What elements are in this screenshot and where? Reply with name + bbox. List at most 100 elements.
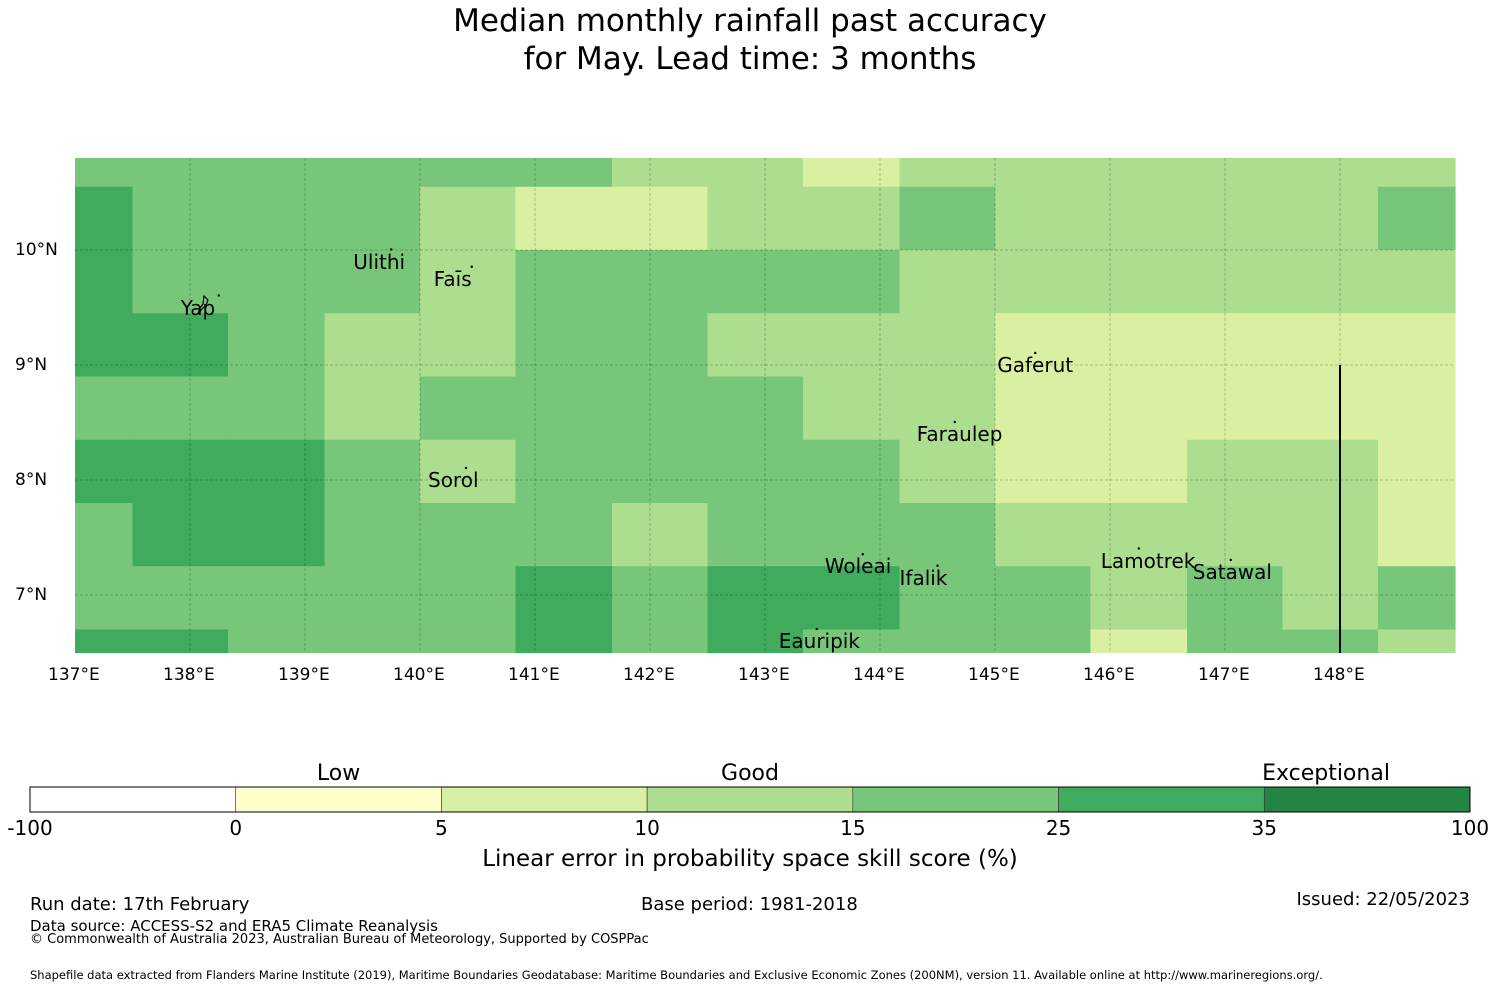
grid-cell [995,158,1092,188]
grid-cell [802,313,901,378]
island-dot [815,627,818,631]
chart-title: Median monthly rainfall past accuracy fo… [0,2,1500,78]
grid-cell [132,158,229,188]
title-line-1: Median monthly rainfall past accuracy [453,3,1047,39]
grid-cell [1377,439,1456,504]
colorbar-tick-label: 100 [1450,816,1490,840]
colorbar-tick-label: 10 [634,816,660,840]
grid-cell [324,158,421,188]
colorbar-segment [235,786,442,813]
base-period: Base period: 1981-2018 [641,894,858,915]
grid-cell [707,439,804,504]
grid-cell [1282,186,1379,251]
yap-island-outline [197,294,209,315]
colorbar-tick-label: 25 [1045,816,1072,840]
grid-cell [420,250,517,314]
colorbar-tick-label: 15 [840,816,866,840]
graticule [75,158,1455,653]
grid-cell [324,439,421,504]
x-tick-label: 147°E [1198,665,1250,685]
grid-cell [707,250,804,314]
grid-cell [1187,503,1284,567]
grid-cell [75,186,134,251]
grid-cell [1377,376,1456,441]
grid-cell [612,158,709,188]
x-tick-label: 146°E [1083,665,1135,685]
grid-cell [420,158,517,188]
grid-cell [612,376,709,441]
colorbar-tick-label: -100 [7,816,53,840]
colorbar-category-low: Low [316,761,361,786]
grid-cell [1090,186,1188,251]
grid-cell [75,503,134,567]
grid-cell [75,313,134,378]
colorbar-tick-label: 0 [229,816,243,840]
grid-cell [612,313,709,378]
grid-cell [612,629,709,654]
place-label-sorol: Sorol [428,468,479,492]
grid-cell [995,566,1092,631]
grid-cell [1282,313,1379,378]
grid-cell [1377,503,1456,567]
grid-cell [420,629,517,654]
island-markers [197,248,1232,631]
y-tick-label: 9°N [15,355,48,375]
grid-cell [132,566,229,631]
grid-cell [1187,313,1284,378]
grid-cell [515,313,613,378]
run-date: Run date: 17th February [30,894,250,915]
grid-cell [515,629,613,654]
grid-cell [75,439,134,504]
grid-cell [515,250,613,314]
grid-cell [899,503,996,567]
island-dot [217,294,220,297]
grid-cell [324,376,421,441]
grid-cell [612,566,709,631]
grid-cell [132,439,229,504]
grid-cell [707,566,804,631]
grid-cell [1090,439,1188,504]
grid-cell [515,439,613,504]
colorbar-tick-label: 5 [435,816,448,840]
grid-cell [1377,250,1456,314]
x-tick-label: 145°E [968,665,1020,685]
colorbar [29,786,1471,813]
place-label-satawal: Satawal [1192,560,1272,584]
island-dot [861,553,864,556]
grid-cell [802,158,901,188]
grid-cell [1187,629,1284,654]
grid-cell [1377,629,1456,654]
grid-cell [1090,629,1188,654]
x-tick-label: 148°E [1313,665,1365,685]
grid-cell [515,158,613,188]
grid-cell [324,566,421,631]
colorbar-segment [1263,786,1471,813]
grid-cell [515,503,613,567]
grid-cell [75,158,134,188]
place-label-ulithi: Ulithi [353,249,406,274]
y-tick-label: 7°N [15,585,48,605]
grid-cell [1187,376,1284,441]
x-tick-label: 137°E [48,665,100,685]
place-label-faraulep: Faraulep [916,422,1003,446]
grid-cell [420,439,517,504]
grid-cell [515,186,613,251]
grid-cell [899,629,996,654]
x-tick-label: 140°E [393,665,445,685]
grid-cell [1090,376,1188,441]
colorbar-category-exceptional: Exceptional [1262,761,1390,786]
grid-cell [227,566,326,631]
grid-cell [707,186,804,251]
place-label-yap: Yap [180,295,216,320]
grid-cell [1090,250,1188,314]
grid-cell [899,439,996,504]
grid-cell [132,503,229,567]
grid-cell [75,629,134,654]
grid-cell [899,376,996,441]
grid-cell [1187,566,1284,631]
island-dot [1034,351,1037,355]
grid-cell [995,376,1092,441]
grid-cell [995,503,1092,567]
grid-cell [1090,313,1188,378]
grid-cell [707,158,804,188]
